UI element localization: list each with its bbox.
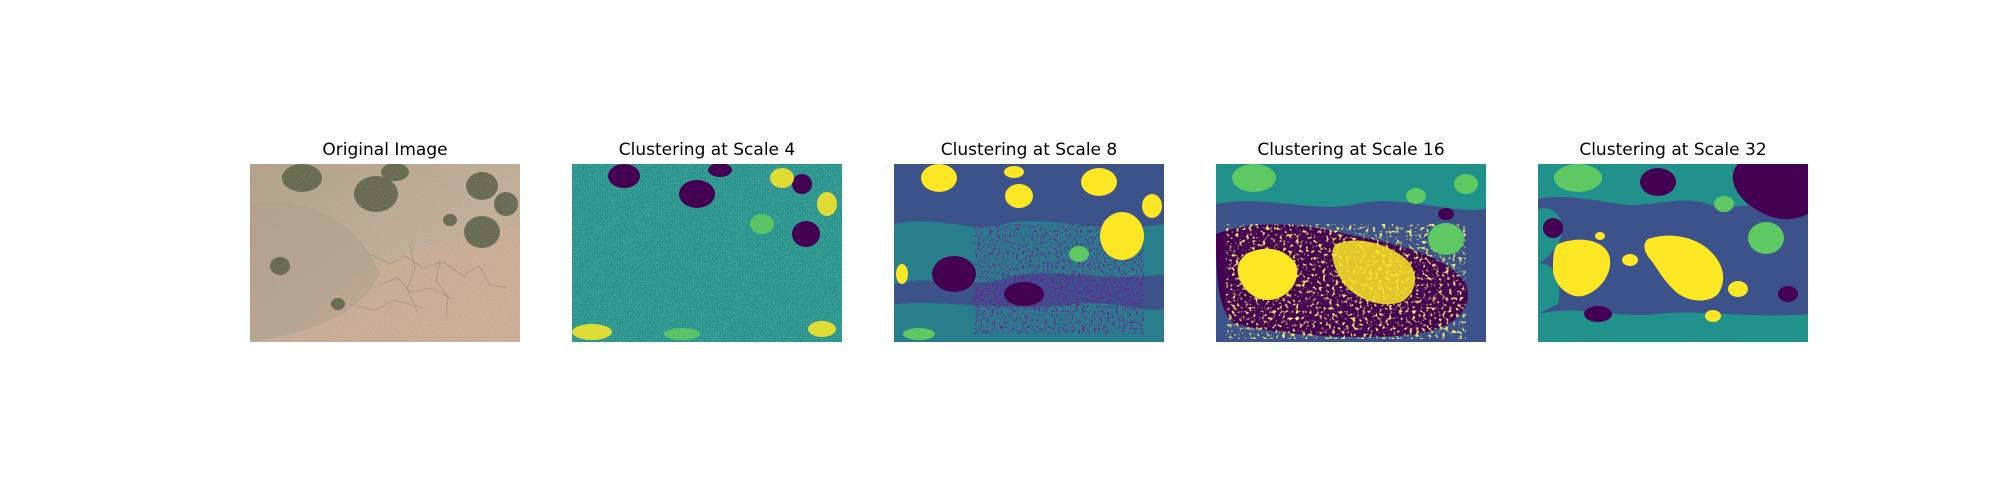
panel-scale-8: Clustering at Scale 8: [894, 138, 1164, 344]
panel-scale-16: Clustering at Scale 16: [1216, 138, 1486, 344]
panel-title: Original Image: [322, 140, 448, 160]
cluster-map-scale-8: [894, 164, 1164, 342]
panel-title: Clustering at Scale 16: [1257, 140, 1445, 160]
cluster-map-scale-4: [572, 164, 842, 342]
cluster-map-scale-32: [1538, 164, 1808, 342]
cluster-map-scale-16: [1216, 164, 1486, 342]
panel-title: Clustering at Scale 32: [1579, 140, 1767, 160]
original-aerial-photo: [250, 164, 520, 342]
panel-original-image: Original Image: [250, 138, 520, 344]
panel-scale-4: Clustering at Scale 4: [572, 138, 842, 344]
panel-scale-32: Clustering at Scale 32: [1538, 138, 1808, 344]
panel-title: Clustering at Scale 4: [618, 140, 796, 160]
panel-title: Clustering at Scale 8: [940, 140, 1118, 160]
